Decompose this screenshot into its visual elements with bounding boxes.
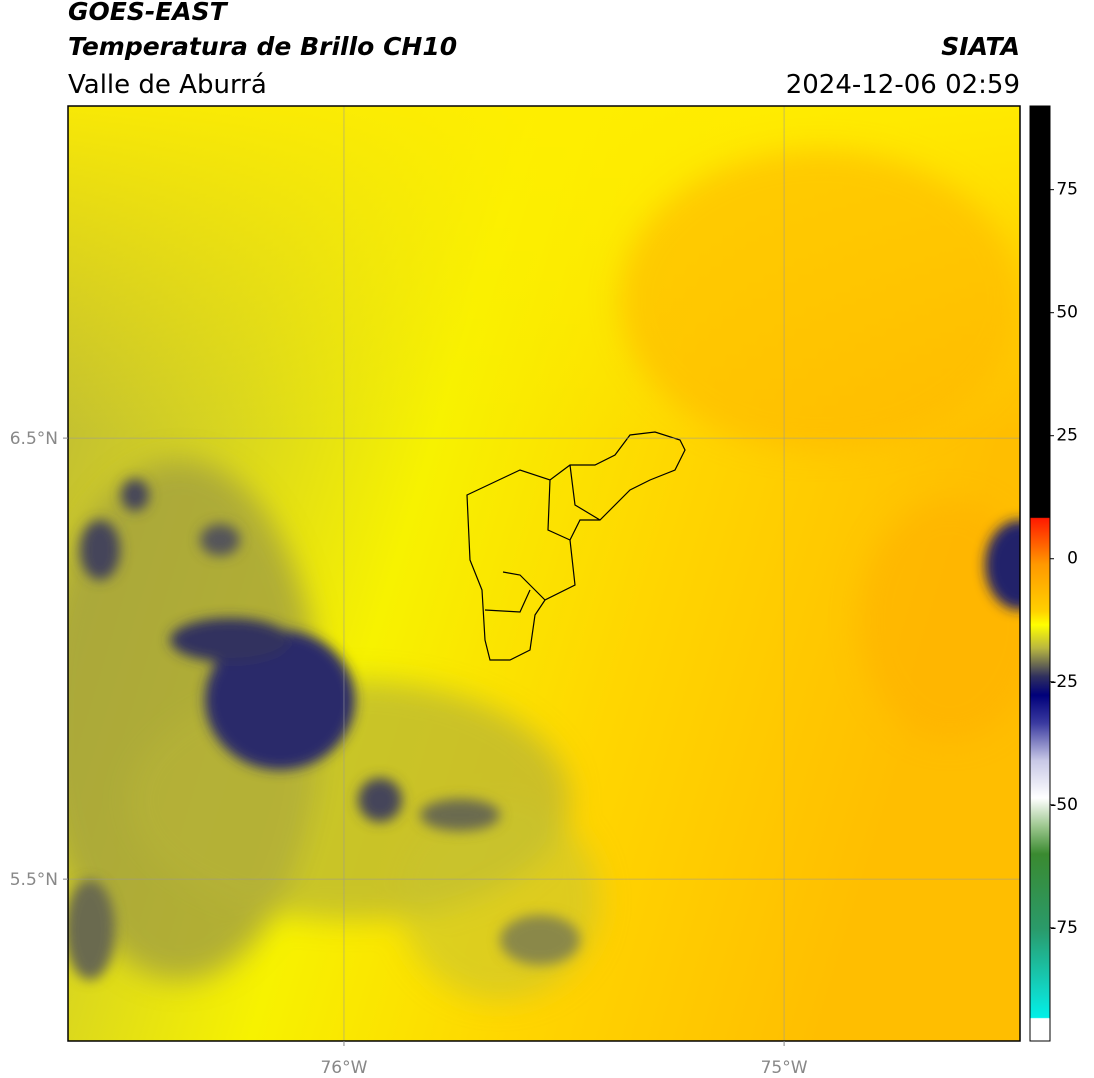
colorbar-label: -25 [1050,672,1078,692]
timestamp: 2024-12-06 02:59 [786,70,1020,100]
y-tick-label: 6.5°N [10,429,58,449]
colorbar-label: 25 [1056,426,1078,446]
colorbar-label: -50 [1050,795,1078,815]
colorbar [1029,105,1051,1042]
subtitle: Temperatura de Brillo CH10 [68,32,457,61]
colorbar-label: 50 [1056,303,1078,323]
colorbar-label: -75 [1050,918,1078,938]
map-frame [67,105,1021,1042]
colorbar-label: 0 [1067,549,1078,569]
source: SIATA [941,32,1020,61]
satellite-image [68,106,1020,1041]
x-tick-label: 76°W [320,1058,367,1078]
colorbar-label: 75 [1056,180,1078,200]
y-tick-label: 5.5°N [10,870,58,890]
title: GOES-EAST [68,0,229,26]
x-tick-label: 75°W [761,1058,808,1078]
region: Valle de Aburrá [68,70,267,100]
valley-boundary [466,431,686,661]
